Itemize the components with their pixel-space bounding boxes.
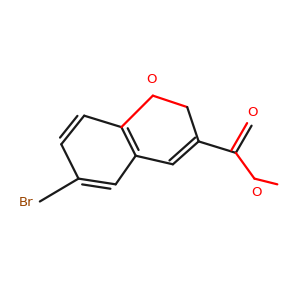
Text: Br: Br [19,196,34,209]
Text: O: O [251,186,262,199]
Text: O: O [248,106,258,119]
Text: O: O [146,74,157,86]
